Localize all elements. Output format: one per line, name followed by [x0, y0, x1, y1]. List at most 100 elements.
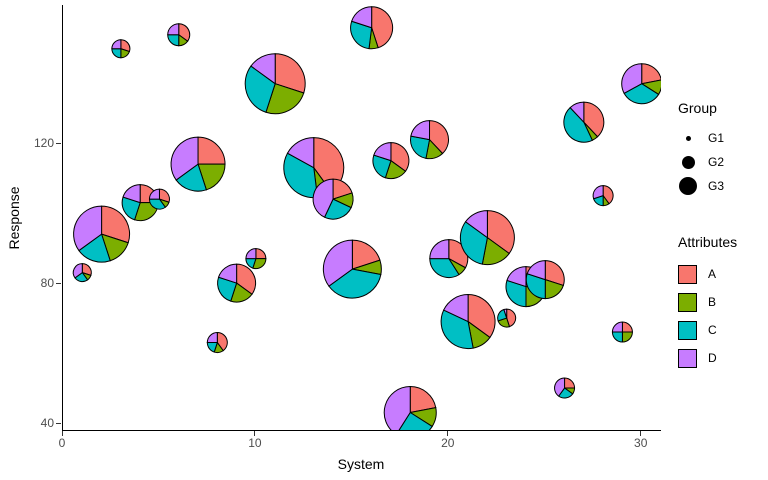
- size-dot-box: [678, 128, 698, 148]
- pie-slice-D: [526, 260, 546, 281]
- pie-marker: [72, 263, 92, 283]
- legend-fill-item-C: C: [678, 316, 768, 344]
- pie-slice-D: [167, 23, 180, 36]
- legend-group-items: G1 G2 G3: [678, 126, 768, 198]
- pie-slice-D: [621, 63, 643, 95]
- legend-group-title: Group: [678, 100, 717, 116]
- y-tick-label: 40: [40, 416, 54, 430]
- pie-slice-C: [429, 258, 460, 279]
- pie-slice-A: [216, 332, 228, 352]
- pie-marker: [611, 321, 633, 343]
- pie-marker: [621, 63, 661, 105]
- legend-fill-label: B: [708, 295, 717, 309]
- pie-slice-C: [611, 331, 623, 343]
- pie-slice-C: [440, 309, 474, 350]
- size-dot-icon: [681, 155, 695, 169]
- scatter-pie-layer: [72, 6, 661, 430]
- pie-slice-D: [410, 120, 431, 141]
- pie-slice-D: [506, 266, 527, 288]
- pie-slice-C: [217, 276, 238, 302]
- pie-slice-D: [73, 205, 103, 252]
- pie-marker: [350, 6, 394, 50]
- pie-marker: [592, 185, 614, 207]
- x-tick-label: 30: [634, 436, 648, 450]
- pie-slice-D: [245, 248, 257, 260]
- pie-slice-D: [569, 101, 585, 124]
- pie-slice-D: [286, 137, 315, 169]
- pie-marker: [497, 308, 517, 328]
- pie-slice-D: [443, 294, 469, 323]
- y-tick-label: 120: [33, 136, 54, 151]
- pie-slice-C: [244, 65, 276, 113]
- pie-slice-A: [564, 377, 576, 389]
- pie-slice-A: [274, 53, 306, 94]
- pie-marker: [383, 386, 437, 430]
- pie-marker: [312, 178, 354, 220]
- pie-slice-D: [429, 239, 450, 260]
- pie-slice-A: [544, 260, 565, 287]
- pie-marker: [554, 377, 576, 399]
- pie-slice-D: [322, 239, 353, 287]
- legend-size-label: G2: [708, 155, 725, 169]
- pie-slice-A: [197, 136, 226, 165]
- legend-fill-item-D: D: [678, 344, 768, 372]
- pie-slice-C: [111, 48, 122, 59]
- x-tick-label: 20: [441, 436, 455, 450]
- pie-slice-D: [122, 184, 141, 204]
- pie-slice-C: [410, 135, 431, 159]
- pie-marker: [73, 205, 131, 263]
- legend-size-label: G1: [708, 131, 725, 145]
- pie-slice-A: [236, 263, 257, 295]
- legend-size-label: G3: [708, 179, 725, 193]
- pie-slice-C: [328, 268, 382, 299]
- pie-slice-C: [350, 20, 373, 50]
- size-dot-box: [678, 152, 698, 172]
- legend-size-item-G2: G2: [678, 150, 768, 174]
- pie-marker: [410, 120, 449, 160]
- pie-marker: [244, 53, 306, 115]
- pie-slice-A: [390, 142, 410, 172]
- x-tick-label: 0: [58, 436, 66, 450]
- pie-slice-D: [554, 377, 566, 397]
- size-dot-icon: [679, 177, 697, 195]
- size-dot-box: [678, 176, 698, 196]
- color-swatch-icon: [678, 320, 697, 340]
- pie-slice-C: [525, 273, 546, 300]
- pie-slice-A: [506, 308, 517, 328]
- pie-slice-A: [351, 239, 381, 270]
- color-swatch-icon: [678, 348, 697, 368]
- y-tick-label: 80: [40, 276, 54, 291]
- pie-slice-D: [170, 136, 199, 181]
- pie-slice-D: [373, 142, 392, 162]
- pie-marker: [440, 294, 496, 350]
- legend-fill-label: C: [708, 323, 717, 337]
- pie-marker: [372, 142, 410, 180]
- pie-slice-A: [621, 321, 633, 333]
- size-dot-icon: [685, 135, 691, 141]
- x-tick-label: 10: [248, 436, 262, 450]
- pie-marker: [525, 260, 565, 300]
- pie-slice-D: [611, 321, 623, 333]
- y-tick-mark: [56, 282, 61, 284]
- pie-slice-A: [429, 120, 449, 155]
- pie-slice-D: [148, 188, 160, 200]
- legend-attributes-title: Attributes: [678, 234, 738, 250]
- legend-fill-item-B: B: [678, 288, 768, 316]
- pie-slice-A: [101, 205, 131, 244]
- pie-slice-D: [111, 39, 122, 50]
- pie-slice-D: [592, 185, 604, 200]
- pie-marker: [170, 136, 226, 192]
- pie-slice-A: [467, 294, 496, 339]
- y-tick-mark: [56, 142, 61, 144]
- pie-marker: [167, 23, 191, 47]
- pie-slice-A: [371, 6, 394, 49]
- pie-slice-A: [255, 248, 267, 260]
- pie-slice-C: [563, 106, 594, 143]
- pie-slice-C: [398, 411, 433, 430]
- pie-slice-A: [602, 185, 614, 205]
- pie-slice-D: [312, 178, 334, 218]
